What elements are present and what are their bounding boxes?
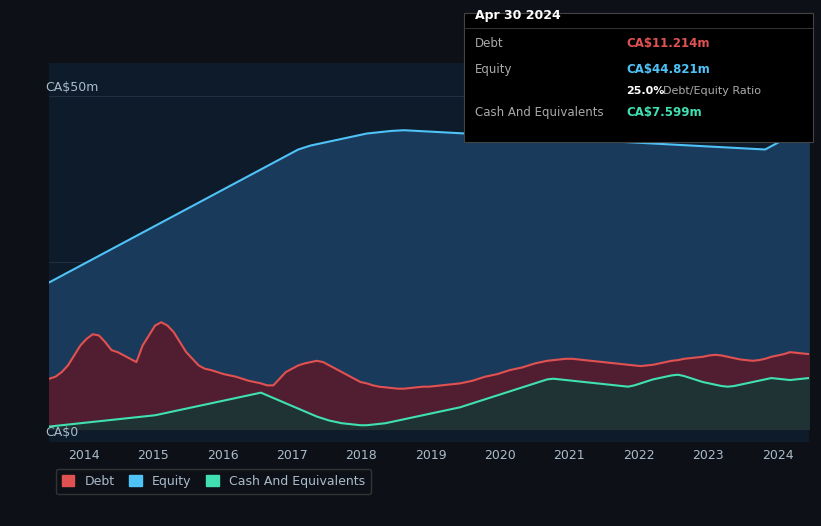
Text: CA$7.599m: CA$7.599m <box>626 106 702 119</box>
Text: CA$0: CA$0 <box>45 426 79 439</box>
Text: CA$44.821m: CA$44.821m <box>626 63 710 76</box>
Text: Debt: Debt <box>475 37 503 50</box>
Text: CA$50m: CA$50m <box>45 81 99 94</box>
Text: Cash And Equivalents: Cash And Equivalents <box>475 106 603 119</box>
Text: Apr 30 2024: Apr 30 2024 <box>475 9 560 23</box>
Text: Debt/Equity Ratio: Debt/Equity Ratio <box>663 86 761 96</box>
Text: CA$11.214m: CA$11.214m <box>626 37 710 50</box>
Text: 25.0%: 25.0% <box>626 86 665 96</box>
Legend: Debt, Equity, Cash And Equivalents: Debt, Equity, Cash And Equivalents <box>56 469 371 494</box>
Text: Equity: Equity <box>475 63 512 76</box>
